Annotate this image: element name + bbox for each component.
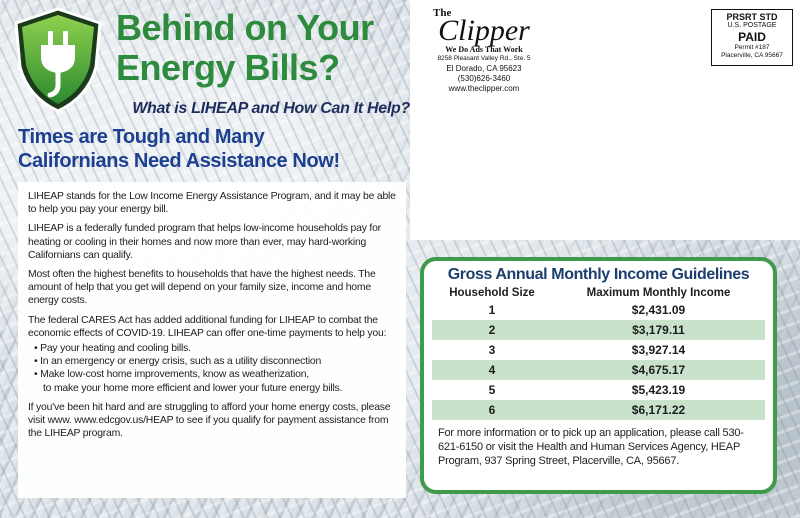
max-income-header: Maximum Monthly Income (586, 287, 731, 299)
clipper-mailer-block: The Clipper We Do Ads That Work 8258 Ple… (425, 8, 543, 94)
clipper-phone: (530)626-3460 (457, 74, 511, 83)
income-table: 1 $2,431.09 2 $3,179.11 3 $3,927.14 4 $4… (432, 300, 765, 420)
household-size-cell: 1 (488, 303, 496, 317)
headline: Behind on Your Energy Bills? (116, 8, 406, 88)
household-size-cell: 3 (488, 343, 496, 357)
postage-city: Placerville, CA 95667 (721, 52, 783, 59)
clipper-logo: Clipper (438, 14, 530, 47)
paragraph-5: If you've been hit hard and are struggli… (28, 401, 391, 440)
tagline: Times are Tough and Many Californians Ne… (18, 125, 410, 173)
household-size-cell: 5 (488, 383, 496, 397)
clipper-website: www.theclipper.com (448, 84, 520, 93)
table-row: 3 $3,927.14 (432, 340, 765, 360)
max-income-cell: $3,927.14 (631, 343, 686, 357)
paragraph-4: The federal CARES Act has added addition… (28, 314, 387, 339)
household-size-cell: 4 (488, 363, 496, 377)
max-income-cell: $4,675.17 (631, 363, 686, 377)
clipper-address-1: 8258 Pleasant Valley Rd., Ste. 5 (437, 55, 531, 62)
tagline-line-2: Californians Need Assistance Now! (18, 150, 340, 172)
paragraph-3: Most often the highest benefits to house… (28, 269, 376, 307)
clipper-logo-the: The (433, 7, 452, 19)
tagline-line-1: Times are Tough and Many (18, 126, 265, 148)
benefit-list: Pay your heating and cooling bills. In a… (28, 342, 396, 395)
contact-note: For more information or to pick up an ap… (438, 427, 744, 467)
benefit-item-continued: to make your home more efficient and low… (43, 382, 343, 394)
clipper-slogan: We Do Ads That Work (445, 45, 523, 54)
household-size-cell: 6 (488, 403, 496, 417)
postage-class: PRSRT STD (726, 12, 778, 22)
headline-line-2: Energy Bills? (116, 47, 340, 88)
income-title: Gross Annual Monthly Income Guidelines (447, 266, 750, 283)
income-table-header: Household Size Maximum Monthly Income (432, 286, 765, 300)
table-row: 1 $2,431.09 (432, 300, 765, 320)
clipper-address-2: El Dorado, CA 95623 (446, 64, 522, 73)
income-guidelines-panel: Gross Annual Monthly Income Guidelines H… (420, 257, 777, 494)
postage-permit: Permit #187 (734, 44, 770, 51)
plug-shield-icon (14, 7, 102, 113)
max-income-cell: $6,171.22 (631, 403, 686, 417)
table-row: 6 $6,171.22 (432, 400, 765, 420)
table-row: 2 $3,179.11 (432, 320, 765, 340)
postage-paid: PAID (738, 30, 766, 44)
household-size-header: Household Size (449, 287, 535, 299)
max-income-cell: $3,179.11 (632, 323, 685, 337)
postage-label: U.S. POSTAGE (727, 22, 777, 29)
headline-line-1: Behind on Your (116, 7, 374, 48)
table-row: 4 $4,675.17 (432, 360, 765, 380)
postage-indicia: PRSRT STD U.S. POSTAGE PAID Permit #187 … (711, 9, 793, 66)
benefit-item: Make low-cost home improvements, know as… (34, 368, 396, 381)
mailing-area (410, 0, 800, 240)
table-row: 5 $5,423.19 (432, 380, 765, 400)
paragraph-1: LIHEAP stands for the Low Income Energy … (28, 191, 396, 216)
household-size-cell: 2 (488, 323, 496, 337)
max-income-cell: $2,431.09 (631, 303, 686, 317)
benefit-item: Pay your heating and cooling bills. (34, 342, 396, 355)
max-income-cell: $5,423.19 (631, 383, 686, 397)
subhead: What is LIHEAP and How Can It Help? (132, 100, 410, 117)
body-text-panel: LIHEAP stands for the Low Income Energy … (18, 182, 406, 498)
paragraph-2: LIHEAP is a federally funded program tha… (28, 223, 381, 261)
benefit-item: In an emergency or energy crisis, such a… (34, 355, 396, 368)
